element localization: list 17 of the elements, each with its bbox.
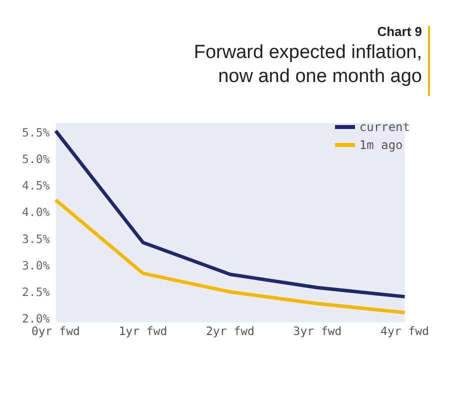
y-tick-label: 3.0%	[22, 258, 50, 272]
y-tick-label: 5.0%	[22, 152, 50, 166]
chart-title: Forward expected inflation, now and one month ago	[192, 41, 422, 89]
y-tick-label: 3.5%	[22, 232, 50, 246]
legend-label: 1m ago	[359, 138, 403, 152]
y-tick-label: 4.5%	[22, 178, 50, 193]
y-tick-label: 2.5%	[22, 284, 50, 299]
x-tick-label: 4yr fwd	[380, 324, 429, 338]
y-tick-label: 2.0%	[22, 312, 50, 326]
x-tick-label: 3yr fwd	[293, 324, 342, 338]
x-tick-label: 0yr fwd	[31, 324, 80, 338]
x-tick-label: 2yr fwd	[206, 324, 254, 338]
y-tick-label: 4.0%	[22, 205, 50, 220]
legend-label: current	[359, 120, 410, 134]
caption: Chart 9	[376, 24, 422, 39]
y-tick-label: 5.5%	[22, 126, 50, 140]
x-tick-label: 1yr fwd	[118, 324, 168, 338]
